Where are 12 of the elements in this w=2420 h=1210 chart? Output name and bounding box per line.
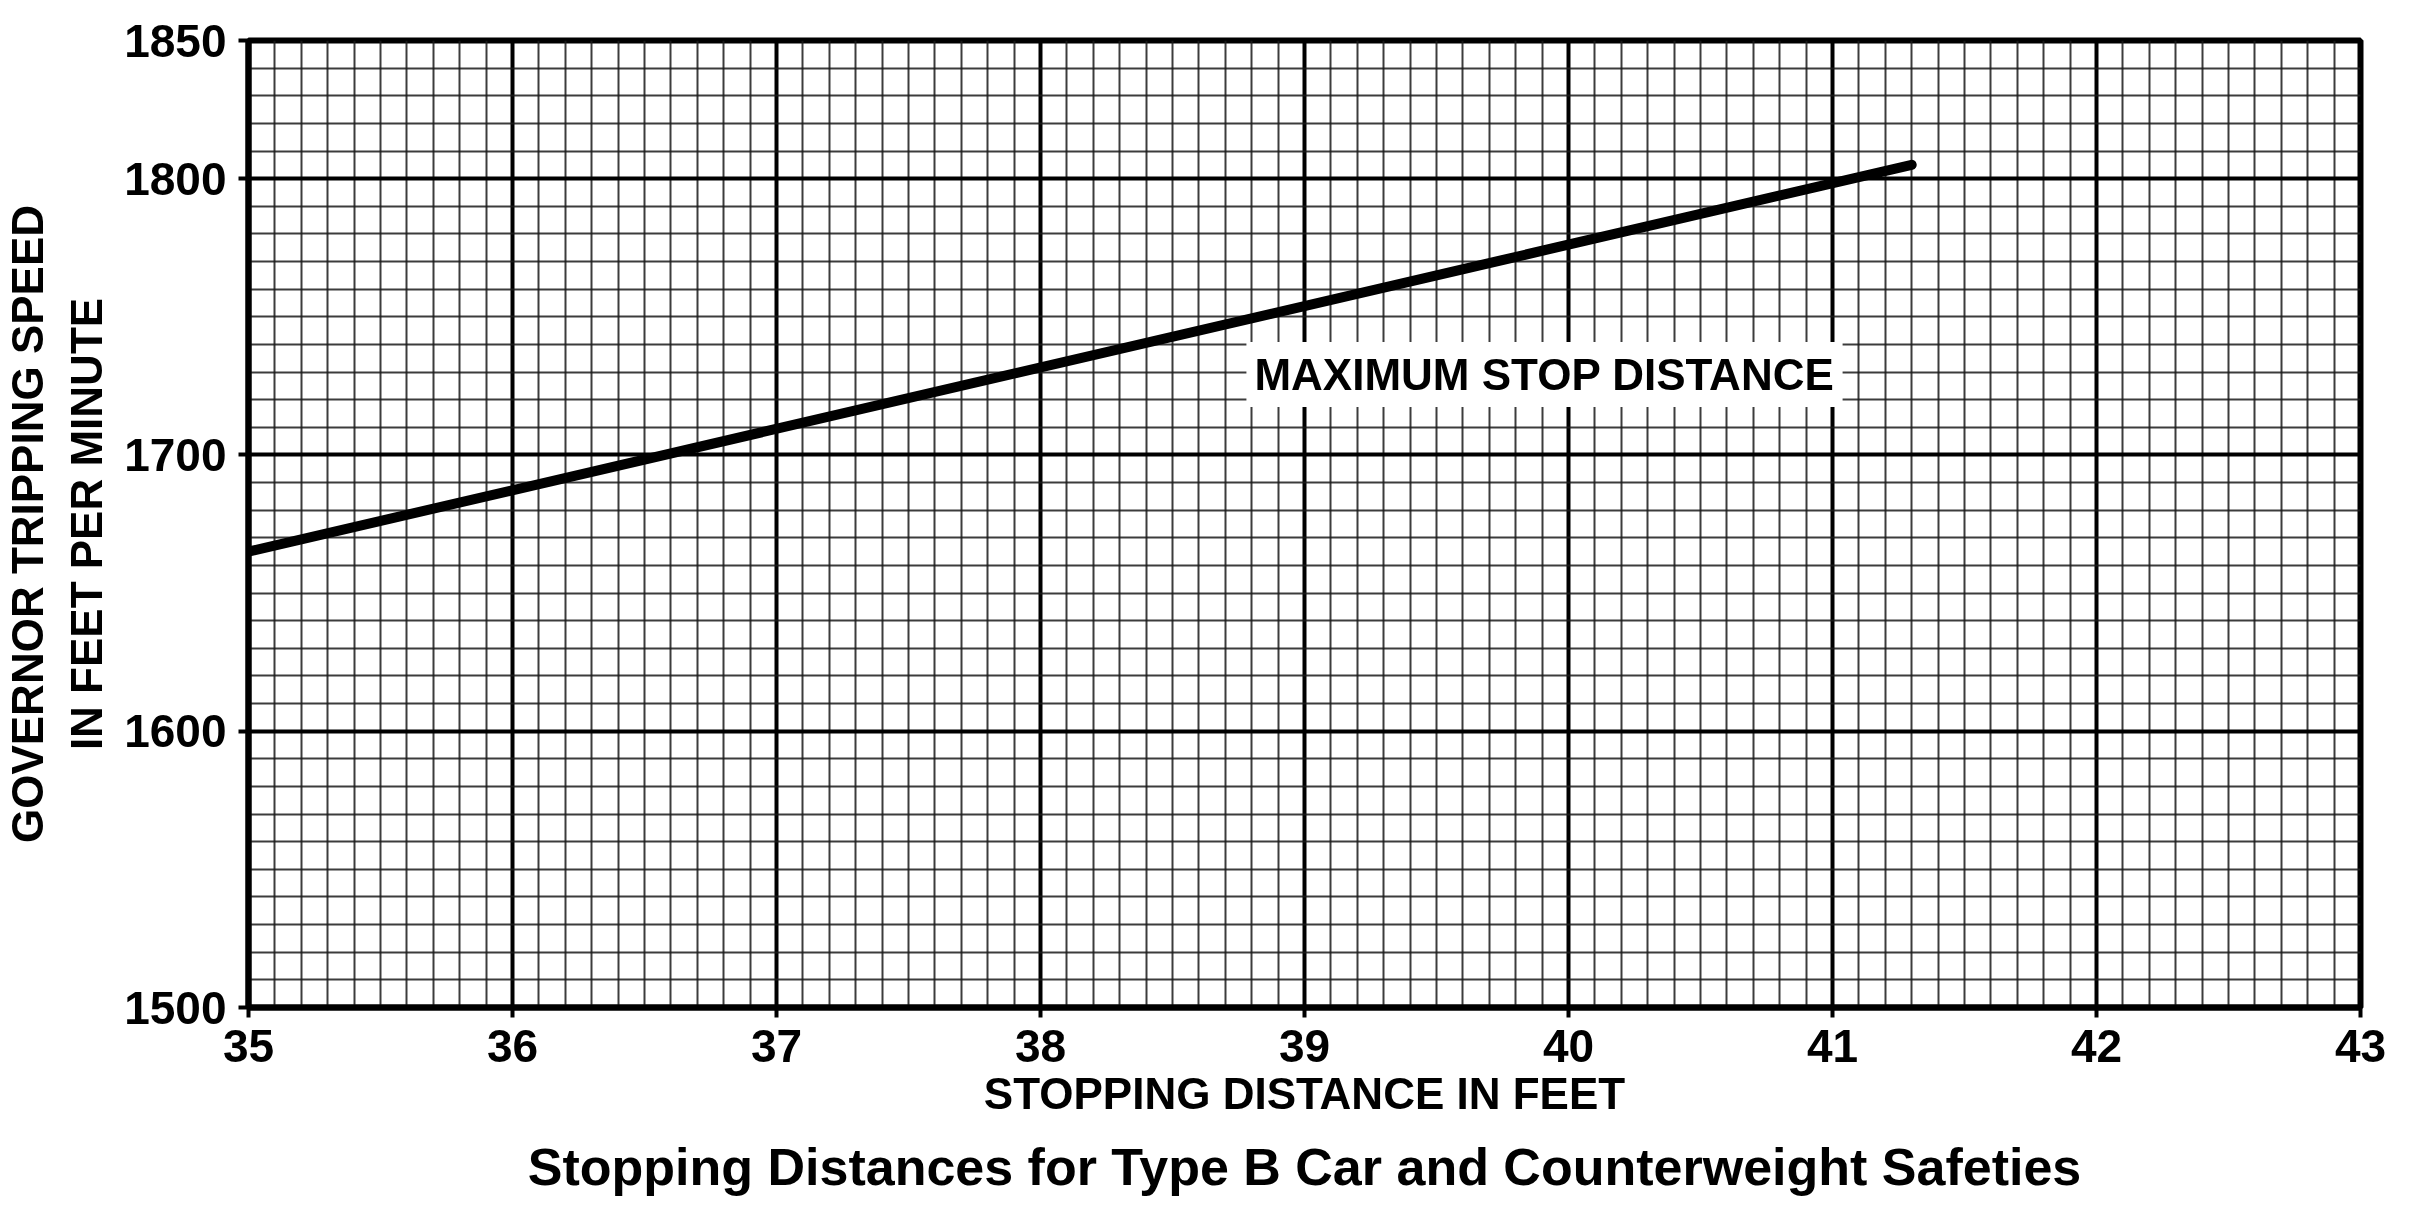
y-tick-label: 1600 [124,705,227,758]
x-tick-label: 42 [2070,1019,2123,1072]
y-tick-label: 1850 [124,14,227,67]
x-tick-label: 37 [750,1019,803,1072]
series-label: MAXIMUM STOP DISTANCE [1254,350,1834,400]
x-tick-label: 36 [486,1019,539,1072]
y-tick-label: 1700 [124,428,227,481]
text: Stopping Distances for Type B Car and Counterweight Safeties [527,1137,2082,1196]
y-axis-title: GOVERNOR TRIPPING SPEED IN FEET PER MINUTE [3,204,112,844]
y-tick-label: 1800 [124,152,227,205]
x-tick-label: 41 [1806,1019,1859,1072]
x-tick-label: 43 [2334,1019,2387,1072]
